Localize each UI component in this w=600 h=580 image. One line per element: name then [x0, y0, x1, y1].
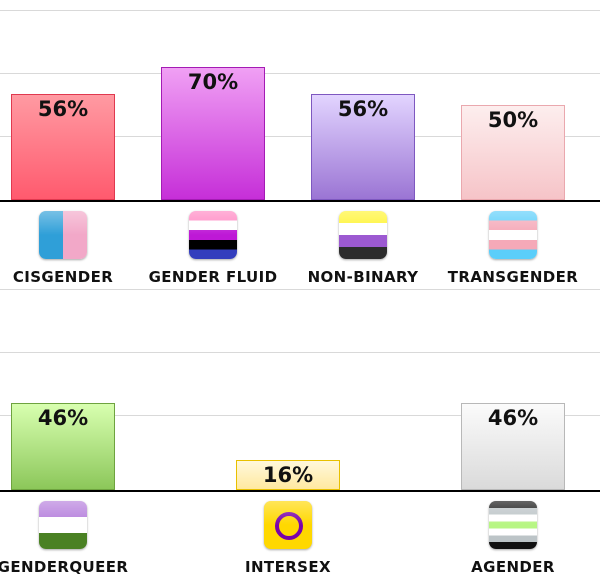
bar-agender — [461, 403, 565, 490]
gridline — [0, 289, 600, 290]
flag-gloss — [489, 211, 537, 259]
flag-gloss — [39, 211, 87, 259]
flag-gloss — [39, 501, 87, 549]
category-label: NON-BINARY — [307, 268, 419, 286]
x-axis-baseline — [0, 200, 600, 202]
gridline — [0, 73, 600, 74]
flag-gloss — [339, 211, 387, 259]
category-label: GENDERQUEER — [0, 558, 129, 576]
bar-value-label: 16% — [262, 463, 314, 487]
bar-non-binary — [311, 94, 415, 200]
genderqueer-flag-icon — [39, 501, 87, 549]
intersex-ring-icon — [275, 512, 303, 540]
bar-value-label: 56% — [37, 97, 89, 121]
agender-flag-icon — [489, 501, 537, 549]
gridline — [0, 415, 600, 416]
gridline — [0, 136, 600, 137]
category-label: AGENDER — [471, 558, 555, 576]
bar-value-label: 46% — [487, 406, 539, 430]
bar-gender-fluid — [161, 67, 265, 200]
bar-intersex — [236, 460, 340, 490]
nonbinary-flag-icon — [339, 211, 387, 259]
category-label: CISGENDER — [12, 268, 114, 286]
category-label: GENDER FLUID — [148, 268, 278, 286]
bar-value-label: 56% — [337, 97, 389, 121]
flag-gloss — [489, 501, 537, 549]
x-axis-baseline — [0, 490, 600, 492]
bar-value-label: 70% — [187, 70, 239, 94]
intersex-flag-icon — [264, 501, 312, 549]
transgender-flag-icon — [489, 211, 537, 259]
gridline — [0, 352, 600, 353]
genderfluid-flag-icon — [189, 211, 237, 259]
category-label: TRANSGENDER — [447, 268, 579, 286]
cisgender-flag-icon — [39, 211, 87, 259]
bar-value-label: 46% — [37, 406, 89, 430]
bar-genderqueer — [11, 403, 115, 490]
category-label: INTERSEX — [245, 558, 331, 576]
bar-transgender — [461, 105, 565, 200]
flag-gloss — [189, 211, 237, 259]
gridline — [0, 10, 600, 11]
bar-cisgender — [11, 94, 115, 200]
bar-value-label: 50% — [487, 108, 539, 132]
